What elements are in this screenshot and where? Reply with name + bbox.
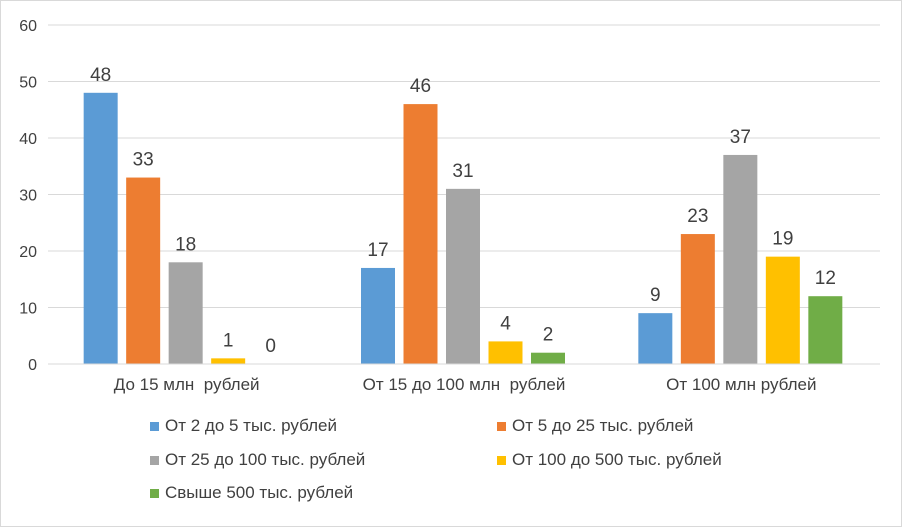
y-tick-label: 10 bbox=[19, 301, 37, 318]
data-label: 0 bbox=[265, 336, 276, 357]
bar bbox=[446, 188, 480, 364]
data-label: 46 bbox=[410, 76, 431, 97]
data-label: 17 bbox=[367, 240, 388, 261]
category-label: До 15 млн рублей bbox=[114, 375, 260, 394]
y-tick-label: 40 bbox=[19, 131, 37, 148]
bar bbox=[723, 154, 758, 364]
data-label: 19 bbox=[772, 229, 793, 250]
data-label: 33 bbox=[133, 150, 154, 171]
data-label: 9 bbox=[650, 285, 661, 306]
data-label: 4 bbox=[500, 313, 511, 334]
data-label: 2 bbox=[543, 325, 554, 346]
y-tick-label: 0 bbox=[28, 357, 37, 374]
bar bbox=[211, 358, 246, 364]
bar bbox=[531, 352, 565, 364]
data-label: 1 bbox=[223, 330, 234, 351]
data-label: 31 bbox=[452, 161, 473, 182]
bar bbox=[638, 313, 673, 364]
bar bbox=[488, 341, 523, 364]
bar bbox=[680, 234, 715, 364]
y-tick-label: 60 bbox=[19, 18, 37, 35]
data-label: 23 bbox=[687, 206, 708, 227]
y-tick-label: 30 bbox=[19, 188, 37, 205]
y-tick-label: 20 bbox=[19, 244, 37, 261]
bar bbox=[83, 92, 118, 365]
data-label: 48 bbox=[90, 65, 111, 86]
category-label: От 15 до 100 млн рублей bbox=[363, 375, 566, 394]
bar bbox=[126, 177, 161, 364]
bar bbox=[168, 262, 203, 364]
bar bbox=[808, 296, 843, 364]
bar bbox=[765, 256, 800, 364]
bar bbox=[361, 267, 395, 364]
category-label: От 100 млн рублей bbox=[666, 375, 816, 394]
data-label: 18 bbox=[175, 234, 196, 255]
data-label: 37 bbox=[730, 127, 751, 148]
y-tick-label: 50 bbox=[19, 75, 37, 92]
data-label: 12 bbox=[815, 268, 836, 289]
bar bbox=[403, 104, 438, 364]
